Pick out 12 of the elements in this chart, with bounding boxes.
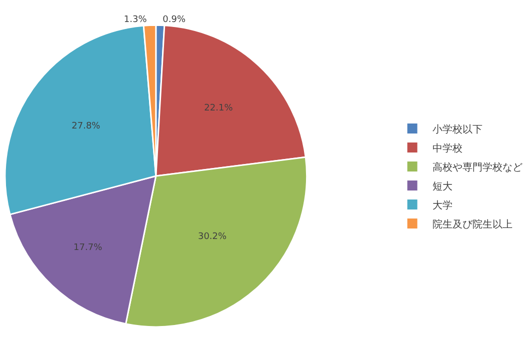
data-label: 30.2% <box>198 232 228 242</box>
legend-label: 中学校 <box>432 142 462 154</box>
legend-label: 小学校以下 <box>432 123 482 136</box>
data-label: 0.9% <box>162 15 186 26</box>
legend-label: 高校や専門学校など <box>432 161 522 174</box>
data-label: 1.3% <box>124 15 148 26</box>
legend-label: 短大 <box>432 180 452 192</box>
legend-label: 院生及び院生以上 <box>432 218 512 230</box>
data-label: 17.7% <box>74 242 103 253</box>
data-label: 27.8% <box>72 122 101 132</box>
data-label: 22.1% <box>204 104 234 114</box>
legend-label: 大学 <box>432 199 452 212</box>
